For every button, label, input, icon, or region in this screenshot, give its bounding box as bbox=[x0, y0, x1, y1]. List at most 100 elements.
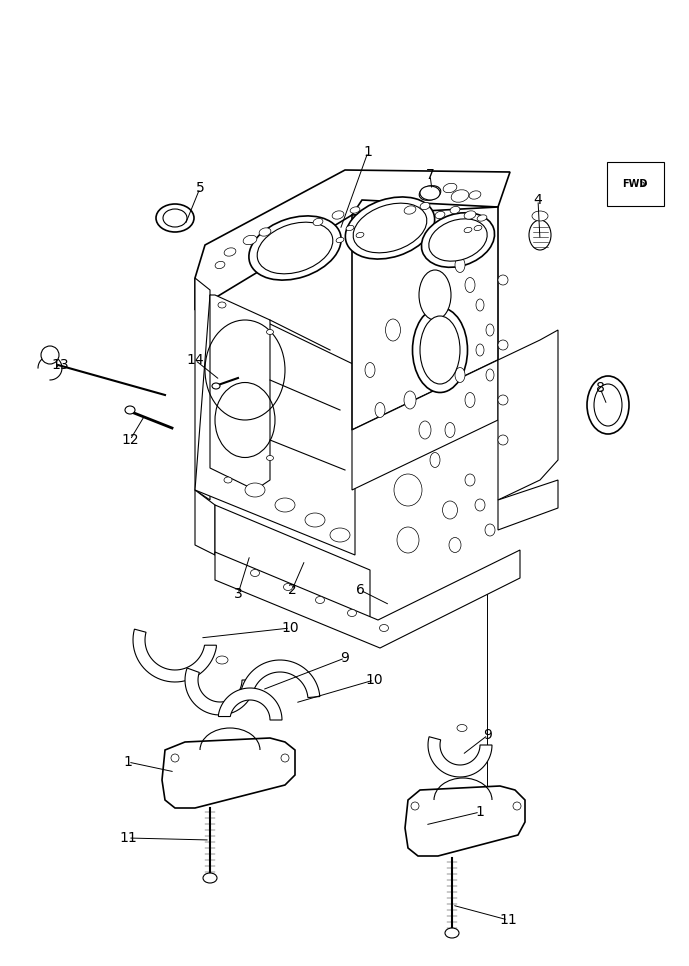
Ellipse shape bbox=[41, 346, 59, 364]
Ellipse shape bbox=[445, 928, 459, 938]
Polygon shape bbox=[405, 786, 525, 856]
Polygon shape bbox=[195, 170, 510, 310]
Text: 9: 9 bbox=[340, 651, 349, 665]
Ellipse shape bbox=[249, 216, 341, 280]
Text: 10: 10 bbox=[365, 673, 383, 687]
Ellipse shape bbox=[430, 452, 440, 468]
Ellipse shape bbox=[498, 395, 508, 405]
Ellipse shape bbox=[475, 499, 485, 511]
Ellipse shape bbox=[380, 624, 389, 632]
Ellipse shape bbox=[125, 406, 135, 414]
Ellipse shape bbox=[345, 197, 435, 259]
Polygon shape bbox=[428, 737, 492, 777]
Ellipse shape bbox=[455, 367, 465, 383]
Ellipse shape bbox=[353, 203, 426, 253]
Ellipse shape bbox=[419, 421, 431, 439]
Ellipse shape bbox=[587, 376, 629, 434]
Ellipse shape bbox=[443, 184, 457, 192]
Ellipse shape bbox=[215, 262, 225, 269]
Ellipse shape bbox=[429, 219, 487, 261]
Text: 14: 14 bbox=[186, 353, 204, 367]
Ellipse shape bbox=[498, 340, 508, 350]
Ellipse shape bbox=[275, 498, 295, 512]
Ellipse shape bbox=[216, 656, 228, 664]
Ellipse shape bbox=[513, 802, 521, 810]
Ellipse shape bbox=[332, 211, 344, 219]
Ellipse shape bbox=[267, 329, 274, 334]
Ellipse shape bbox=[450, 207, 460, 213]
Ellipse shape bbox=[464, 227, 472, 233]
Polygon shape bbox=[352, 207, 498, 430]
Ellipse shape bbox=[465, 277, 475, 293]
Text: 4: 4 bbox=[533, 193, 542, 207]
Ellipse shape bbox=[163, 209, 187, 227]
Text: 5: 5 bbox=[196, 181, 205, 195]
Ellipse shape bbox=[451, 189, 469, 202]
Ellipse shape bbox=[420, 186, 440, 200]
Ellipse shape bbox=[171, 754, 179, 762]
Ellipse shape bbox=[243, 236, 257, 244]
Text: 1: 1 bbox=[123, 755, 132, 769]
Ellipse shape bbox=[316, 596, 325, 604]
Ellipse shape bbox=[267, 456, 274, 461]
Text: FWD: FWD bbox=[622, 179, 648, 189]
Polygon shape bbox=[162, 738, 295, 808]
Polygon shape bbox=[215, 505, 370, 620]
Ellipse shape bbox=[404, 206, 416, 214]
Ellipse shape bbox=[313, 218, 323, 226]
Ellipse shape bbox=[404, 391, 416, 409]
Ellipse shape bbox=[455, 258, 465, 272]
Text: 13: 13 bbox=[51, 358, 69, 372]
Ellipse shape bbox=[375, 403, 385, 417]
Ellipse shape bbox=[420, 203, 430, 210]
Polygon shape bbox=[352, 360, 498, 490]
Ellipse shape bbox=[397, 527, 419, 553]
Ellipse shape bbox=[224, 477, 232, 483]
Ellipse shape bbox=[422, 213, 495, 268]
Text: 1: 1 bbox=[475, 805, 484, 819]
Ellipse shape bbox=[413, 307, 468, 392]
Text: 6: 6 bbox=[356, 583, 364, 597]
Ellipse shape bbox=[476, 344, 484, 356]
Polygon shape bbox=[210, 295, 270, 490]
Polygon shape bbox=[218, 688, 282, 720]
Ellipse shape bbox=[532, 211, 548, 221]
Polygon shape bbox=[498, 330, 558, 500]
Ellipse shape bbox=[486, 324, 494, 336]
Ellipse shape bbox=[486, 369, 494, 381]
Ellipse shape bbox=[464, 211, 476, 219]
Text: 7: 7 bbox=[426, 168, 434, 182]
Ellipse shape bbox=[465, 474, 475, 486]
Ellipse shape bbox=[224, 248, 236, 256]
Ellipse shape bbox=[498, 275, 508, 285]
Text: 2: 2 bbox=[287, 583, 296, 597]
Ellipse shape bbox=[245, 483, 265, 497]
Text: 12: 12 bbox=[121, 433, 138, 447]
FancyBboxPatch shape bbox=[607, 162, 664, 206]
Ellipse shape bbox=[218, 302, 226, 308]
Text: 1: 1 bbox=[364, 145, 373, 159]
Ellipse shape bbox=[594, 384, 622, 426]
Ellipse shape bbox=[469, 191, 481, 199]
Polygon shape bbox=[195, 295, 355, 555]
Ellipse shape bbox=[156, 204, 194, 232]
Ellipse shape bbox=[336, 238, 344, 242]
Ellipse shape bbox=[394, 474, 422, 506]
Ellipse shape bbox=[476, 299, 484, 311]
Polygon shape bbox=[195, 490, 215, 555]
Ellipse shape bbox=[365, 362, 375, 378]
Ellipse shape bbox=[419, 270, 451, 320]
Ellipse shape bbox=[386, 319, 400, 341]
Polygon shape bbox=[133, 629, 216, 682]
Polygon shape bbox=[195, 278, 210, 500]
Ellipse shape bbox=[498, 435, 508, 445]
Ellipse shape bbox=[330, 528, 350, 542]
Text: 8: 8 bbox=[595, 381, 604, 395]
Ellipse shape bbox=[474, 225, 482, 231]
Ellipse shape bbox=[445, 422, 455, 438]
Ellipse shape bbox=[442, 501, 457, 519]
Text: 9: 9 bbox=[484, 728, 493, 742]
Ellipse shape bbox=[346, 225, 354, 231]
Ellipse shape bbox=[356, 233, 364, 238]
Ellipse shape bbox=[477, 214, 487, 221]
